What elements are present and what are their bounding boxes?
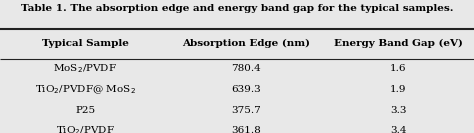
Text: 3.4: 3.4 — [390, 126, 406, 133]
Text: 1.6: 1.6 — [390, 64, 406, 73]
Text: 1.9: 1.9 — [390, 85, 406, 94]
Text: TiO$_2$/PVDF: TiO$_2$/PVDF — [56, 124, 115, 133]
Text: 639.3: 639.3 — [232, 85, 261, 94]
Text: TiO$_2$/PVDF@ MoS$_2$: TiO$_2$/PVDF@ MoS$_2$ — [35, 83, 136, 96]
Text: MoS$_2$/PVDF: MoS$_2$/PVDF — [53, 62, 118, 75]
Text: 780.4: 780.4 — [232, 64, 261, 73]
Text: 3.3: 3.3 — [390, 106, 406, 115]
Text: P25: P25 — [75, 106, 95, 115]
Text: 375.7: 375.7 — [232, 106, 261, 115]
Text: Table 1. The absorption edge and energy band gap for the typical samples.: Table 1. The absorption edge and energy … — [21, 4, 453, 13]
Text: Typical Sample: Typical Sample — [42, 39, 129, 48]
Text: Energy Band Gap (eV): Energy Band Gap (eV) — [334, 39, 463, 48]
Text: Absorption Edge (nm): Absorption Edge (nm) — [182, 39, 310, 48]
Text: 361.8: 361.8 — [232, 126, 261, 133]
